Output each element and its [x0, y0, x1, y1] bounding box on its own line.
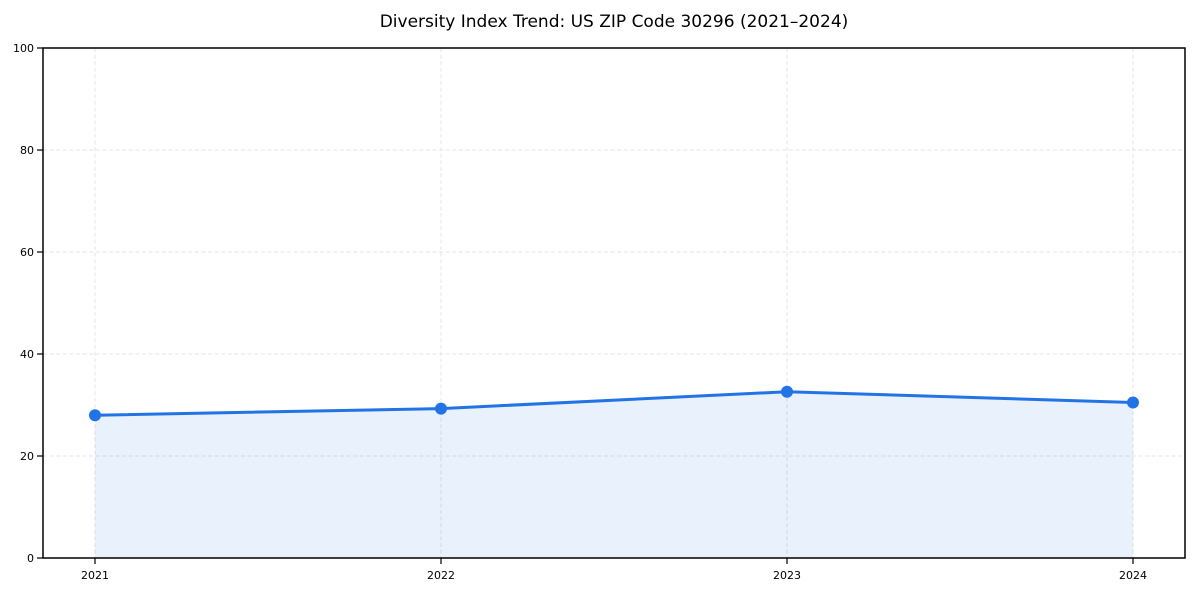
data-point-2023 — [781, 385, 793, 398]
plot-border — [42, 47, 1186, 559]
ytick-label-40: 40 — [20, 348, 34, 361]
xtick-label-2024: 2024 — [1119, 569, 1147, 582]
ytick-label-100: 100 — [13, 42, 34, 55]
xtick-label-2023: 2023 — [773, 569, 801, 582]
area-fill — [95, 391, 1133, 558]
ytick-label-20: 20 — [20, 450, 34, 463]
ytick-label-60: 60 — [20, 246, 34, 259]
xtick-label-2021: 2021 — [81, 569, 109, 582]
chart-title: Diversity Index Trend: US ZIP Code 30296… — [379, 12, 849, 32]
trend-line — [93, 390, 1135, 417]
data-point-2022 — [435, 402, 447, 415]
data-point-2021 — [89, 409, 101, 422]
ytick-label-0: 0 — [27, 552, 34, 565]
xtick-label-2022: 2022 — [427, 569, 455, 582]
ytick-label-80: 80 — [20, 144, 34, 157]
data-point-2024 — [1127, 396, 1139, 409]
